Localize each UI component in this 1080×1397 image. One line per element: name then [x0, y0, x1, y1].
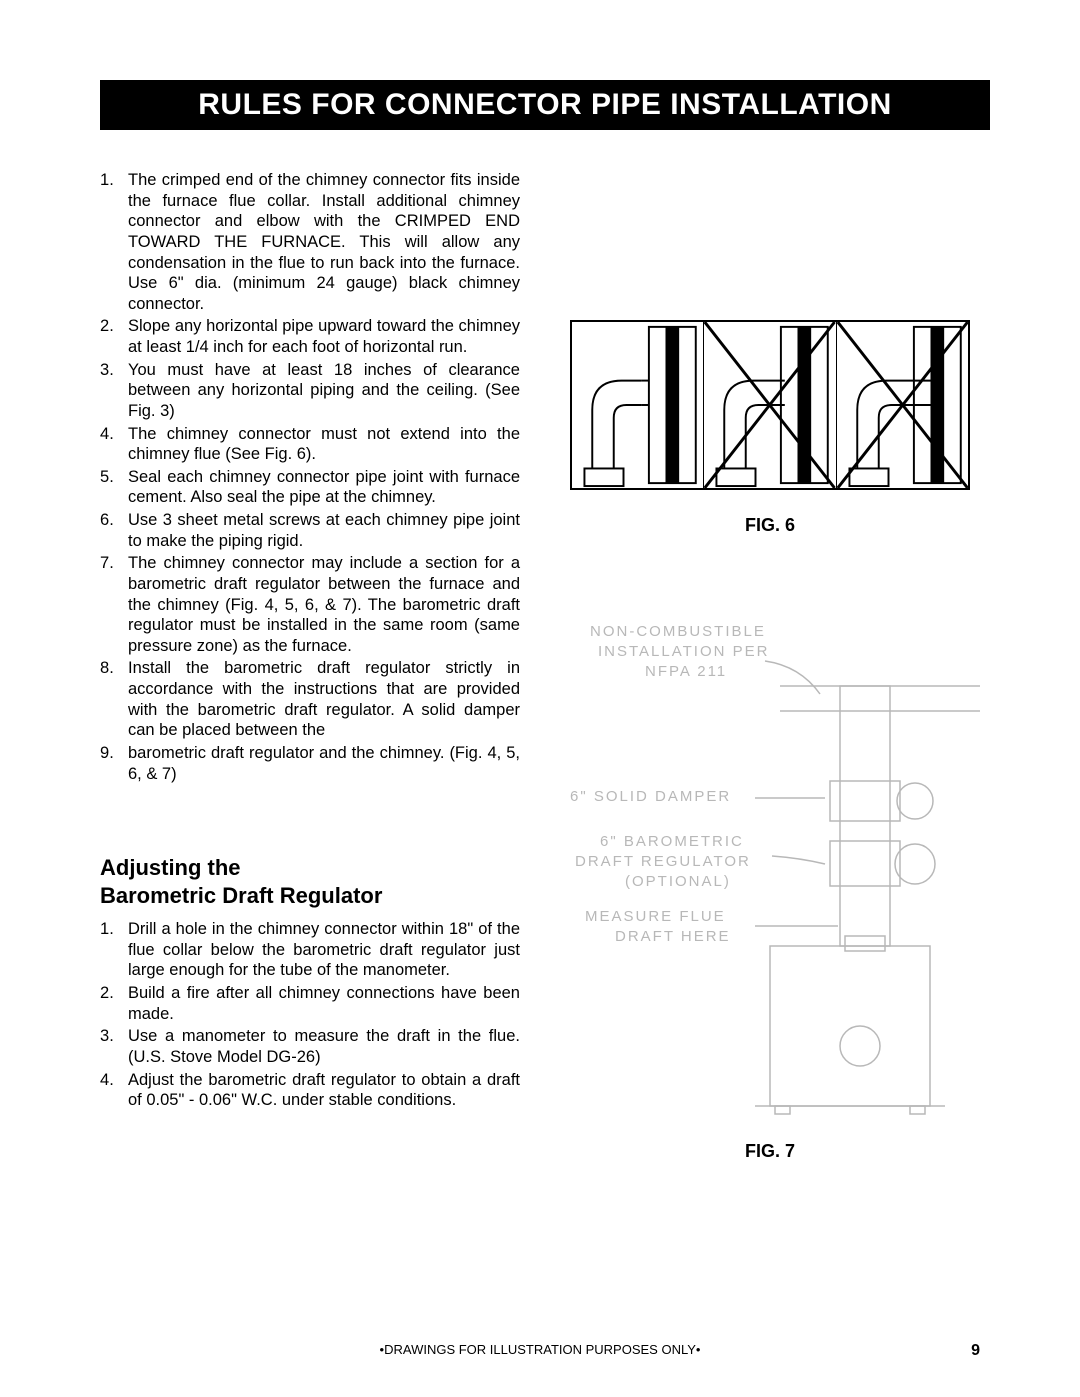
fig6-caption: FIG. 6	[745, 515, 795, 536]
fig7-svg: NON-COMBUSTIBLE INSTALLATION PER NFPA 21…	[560, 616, 980, 1116]
adjust-item: Use a manometer to measure the draft in …	[100, 1026, 520, 1067]
fig7-label-damper: 6" SOLID DAMPER	[570, 788, 731, 805]
adjust-item: Build a fire after all chimney connectio…	[100, 983, 520, 1024]
right-column: FIG. 6	[550, 170, 990, 1162]
footer-note: •DRAWINGS FOR ILLUSTRATION PURPOSES ONLY…	[0, 1342, 1080, 1357]
content-columns: The crimped end of the chimney connector…	[100, 170, 990, 1162]
subheading-line2: Barometric Draft Regulator	[100, 883, 382, 908]
rule-item: You must have at least 18 inches of clea…	[100, 360, 520, 422]
left-column: The crimped end of the chimney connector…	[100, 170, 520, 1162]
figure-7: NON-COMBUSTIBLE INSTALLATION PER NFPA 21…	[560, 616, 980, 1116]
fig6-panel-3	[837, 322, 968, 488]
fig7-label-noncombustible-1: NON-COMBUSTIBLE	[590, 623, 766, 640]
rules-list: The crimped end of the chimney connector…	[100, 170, 520, 784]
fig7-caption: FIG. 7	[745, 1141, 795, 1162]
fig7-label-noncombustible-2: INSTALLATION PER	[598, 643, 769, 660]
fig7-label-measure-2: DRAFT HERE	[615, 928, 731, 945]
fig7-label-baro-3: (OPTIONAL)	[625, 873, 731, 890]
fig7-label-measure-1: MEASURE FLUE	[585, 908, 726, 925]
rule-item: The chimney connector must not extend in…	[100, 424, 520, 465]
page-title-bar: RULES FOR CONNECTOR PIPE INSTALLATION	[100, 80, 990, 130]
adjust-item: Drill a hole in the chimney connector wi…	[100, 919, 520, 981]
fig6-panel-2	[704, 322, 836, 488]
adjust-item: Adjust the barometric draft regulator to…	[100, 1070, 520, 1111]
fig6-panel-1	[572, 322, 704, 488]
adjust-list: Drill a hole in the chimney connector wi…	[100, 919, 520, 1111]
subheading-line1: Adjusting the	[100, 855, 241, 880]
page-number: 9	[971, 1342, 980, 1360]
fig7-label-baro-2: DRAFT REGULATOR	[575, 853, 751, 870]
fig7-label-baro-1: 6" BAROMETRIC	[600, 833, 744, 850]
rule-item: barometric draft regulator and the chimn…	[100, 743, 520, 784]
fig6-svg-1	[572, 322, 703, 488]
fig6-svg-2	[704, 322, 835, 488]
fig7-label-noncombustible-3: NFPA 211	[645, 663, 727, 680]
rule-item: Seal each chimney connector pipe joint w…	[100, 467, 520, 508]
rule-item: The chimney connector may include a sect…	[100, 553, 520, 656]
rule-item: The crimped end of the chimney connector…	[100, 170, 520, 314]
rule-item: Install the barometric draft regulator s…	[100, 658, 520, 741]
rule-item: Slope any horizontal pipe upward toward …	[100, 316, 520, 357]
adjusting-subheading: Adjusting the Barometric Draft Regulator	[100, 854, 520, 909]
fig6-svg-3	[837, 322, 968, 488]
rule-item: Use 3 sheet metal screws at each chimney…	[100, 510, 520, 551]
figure-6	[570, 320, 970, 490]
